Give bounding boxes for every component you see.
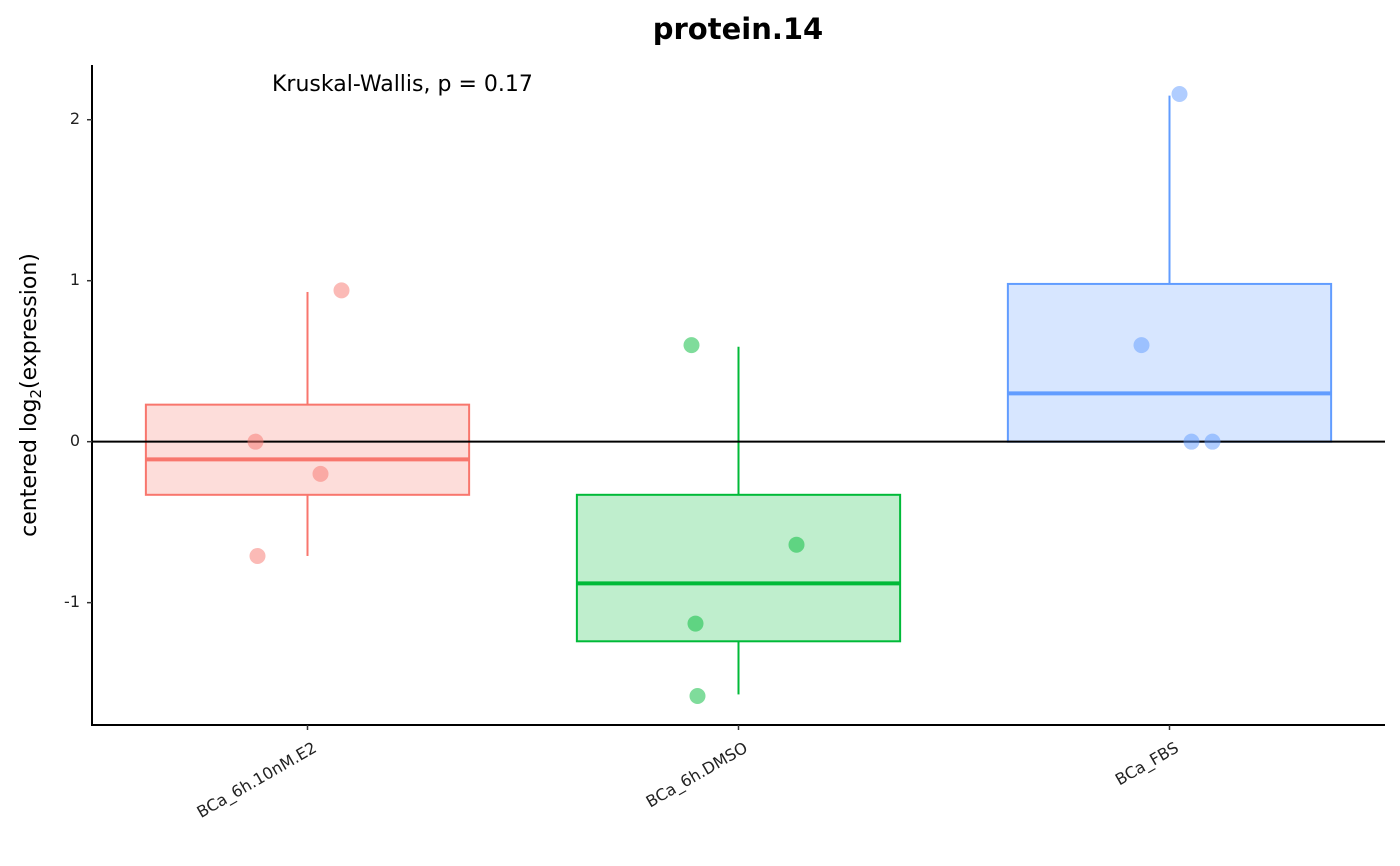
data-point — [683, 337, 700, 354]
data-point — [788, 536, 805, 553]
chart-title: protein.14 — [653, 12, 823, 46]
data-point — [312, 465, 329, 482]
annotation: Kruskal-Wallis, p = 0.17 — [272, 72, 533, 97]
data-point — [1171, 85, 1188, 102]
data-point — [1183, 433, 1200, 450]
y-label-part: centered log — [17, 399, 42, 537]
y-tick-label: 2 — [70, 109, 80, 128]
y-axis-label: centered log2(expression) — [17, 253, 45, 537]
x-tick-label: BCa_FBS — [1112, 738, 1182, 790]
data-point — [333, 282, 350, 299]
data-point — [687, 615, 704, 632]
box — [1006, 282, 1333, 443]
data-point — [1133, 337, 1150, 354]
data-point — [249, 547, 266, 564]
y-tick-label: 1 — [70, 270, 80, 289]
x-tick-label: BCa_6h.10nM.E2 — [194, 738, 321, 823]
data-point — [689, 688, 706, 705]
x-tick-label: BCa_6h.DMSO — [643, 738, 752, 812]
box — [144, 403, 471, 496]
data-point — [247, 433, 264, 450]
box — [575, 493, 902, 643]
y-label-subscript: 2 — [27, 389, 45, 399]
y-tick-label: 0 — [70, 431, 80, 450]
y-tick-label: -1 — [64, 592, 80, 611]
y-label-part: (expression) — [17, 253, 42, 389]
data-point — [1204, 433, 1221, 450]
